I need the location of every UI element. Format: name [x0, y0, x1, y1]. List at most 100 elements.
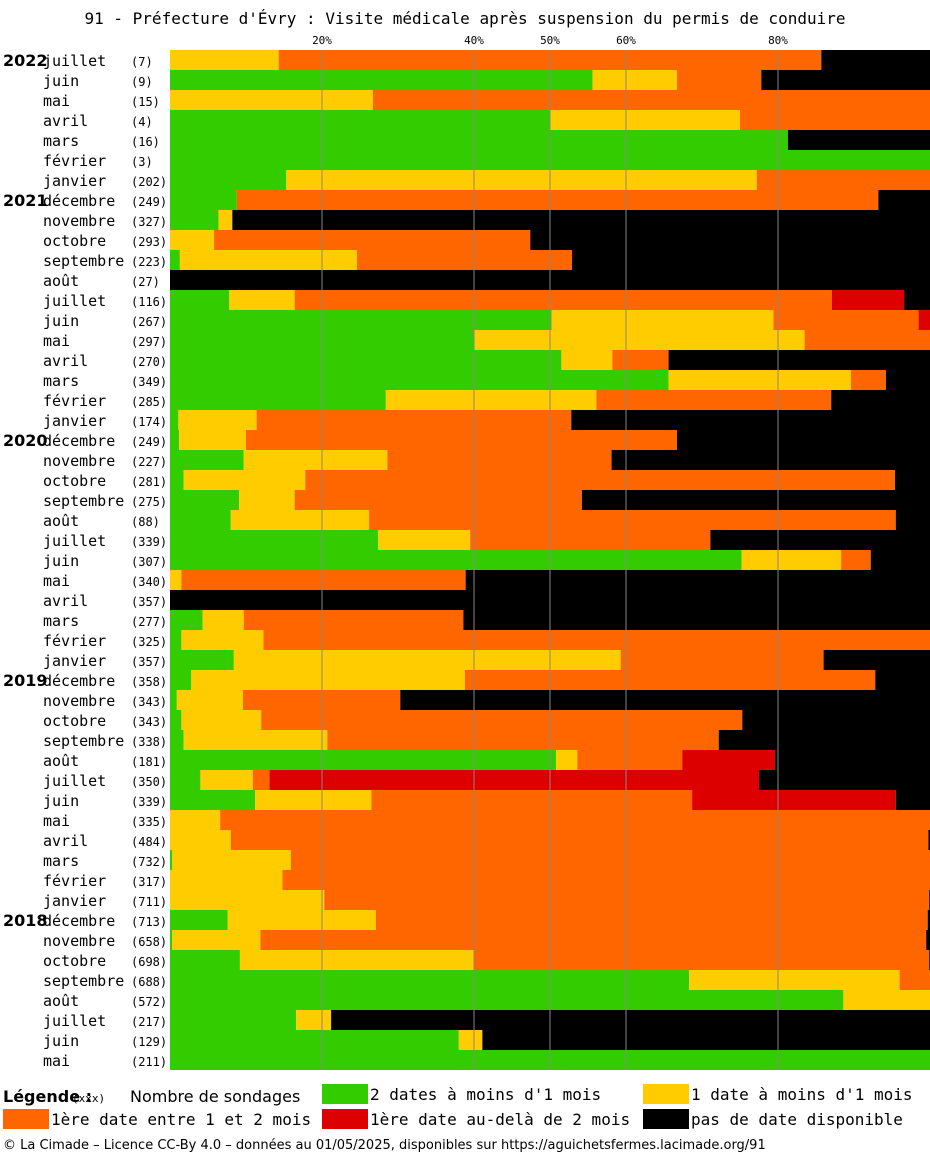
month-label: mai	[43, 572, 70, 590]
count-label: (358)	[131, 675, 167, 689]
bar-segment-orange	[230, 830, 929, 850]
month-label: septembre	[43, 732, 124, 750]
count-label: (181)	[131, 755, 167, 769]
month-label: juillet	[43, 772, 106, 790]
bar-segment-black	[482, 1030, 930, 1050]
month-label: août	[43, 992, 79, 1010]
bar-segment-black	[895, 470, 930, 490]
count-label: (227)	[131, 455, 167, 469]
bar-segment-yellow	[181, 710, 262, 730]
month-label: octobre	[43, 712, 106, 730]
bar-segment-yellow	[230, 510, 370, 530]
bar-segment-orange	[327, 730, 719, 750]
month-label: février	[43, 632, 106, 650]
bar-segment-green	[170, 770, 201, 790]
bar-segment-orange	[387, 450, 612, 470]
bar-segment-black	[718, 730, 930, 750]
bar-segment-orange	[243, 610, 464, 630]
month-label: avril	[43, 112, 88, 130]
bar-segment-orange	[850, 370, 886, 390]
month-label: septembre	[43, 252, 124, 270]
month-label: septembre	[43, 492, 124, 510]
count-label: (267)	[131, 315, 167, 329]
bar-segment-yellow	[239, 490, 295, 510]
bar-segment-yellow	[741, 550, 842, 570]
bar-segment-green	[170, 370, 669, 390]
bar-segment-green	[170, 130, 788, 150]
bar-segment-yellow	[218, 210, 233, 230]
bar-segment-green	[170, 250, 180, 270]
count-label: (340)	[131, 575, 167, 589]
bar-segment-yellow	[172, 850, 291, 870]
legend-title: Légende :	[3, 1087, 93, 1106]
bar-segment-black	[742, 710, 930, 730]
month-label: avril	[43, 352, 88, 370]
bar-segment-orange	[305, 470, 896, 490]
count-label: (4)	[131, 115, 153, 129]
x-tick-label: 40%	[464, 34, 484, 47]
bar-segment-yellow	[550, 110, 740, 130]
count-label: (88)	[131, 515, 160, 529]
bar-segment-green	[170, 490, 240, 510]
bar-segment-black	[831, 390, 930, 410]
month-label: novembre	[43, 452, 115, 470]
bar-segment-black	[611, 450, 930, 470]
count-label: (335)	[131, 815, 167, 829]
bar-segment-orange	[261, 710, 743, 730]
bar-segment-orange	[356, 250, 573, 270]
count-label: (350)	[131, 775, 167, 789]
bar-segment-orange	[260, 930, 927, 950]
count-label: (27)	[131, 275, 160, 289]
count-label: (349)	[131, 375, 167, 389]
bar-segment-orange	[841, 550, 871, 570]
bar-segment-green	[170, 410, 179, 430]
bar-segment-orange	[294, 290, 832, 310]
bar-segment-yellow	[843, 990, 930, 1010]
count-label: (277)	[131, 615, 167, 629]
bar-segment-green	[170, 210, 219, 230]
month-label: janvier	[43, 412, 106, 430]
bar-segment-yellow	[176, 690, 243, 710]
bar-segment-yellow	[200, 770, 253, 790]
bar-segment-orange	[464, 670, 876, 690]
count-label: (3)	[131, 155, 153, 169]
bar-segment-orange	[256, 410, 572, 430]
count-label: (9)	[131, 75, 153, 89]
bar-segment-black	[823, 650, 930, 670]
legend-swatch-red	[322, 1109, 368, 1129]
count-label: (325)	[131, 635, 167, 649]
count-label: (343)	[131, 695, 167, 709]
bar-segment-yellow	[170, 890, 325, 910]
month-label: juillet	[43, 52, 106, 70]
footer-credits: © La Cimade – Licence CC-By 4.0 – donnée…	[3, 1138, 766, 1153]
legend-swatch-orange	[3, 1109, 49, 1129]
month-label: septembre	[43, 972, 124, 990]
bar-segment-black	[885, 370, 930, 390]
year-label: 2018	[3, 911, 48, 930]
month-label: février	[43, 152, 106, 170]
count-label: (15)	[131, 95, 160, 109]
count-label: (297)	[131, 335, 167, 349]
count-label: (339)	[131, 535, 167, 549]
legend-label-green: 2 dates à moins d'1 mois	[370, 1085, 602, 1104]
bar-segment-yellow	[178, 410, 257, 430]
month-label: avril	[43, 832, 88, 850]
bar-segment-red	[269, 770, 759, 790]
bar-segment-black	[928, 830, 930, 850]
bar-segment-green	[170, 530, 379, 550]
bar-segment-red	[682, 750, 775, 770]
bar-segment-black	[895, 790, 930, 810]
bar-segment-black	[676, 430, 930, 450]
count-label: (713)	[131, 915, 167, 929]
bar-segment-red	[692, 790, 896, 810]
bar-segment-yellow	[170, 810, 221, 830]
month-label: décembre	[43, 432, 115, 450]
bar-segment-orange	[252, 770, 270, 790]
bar-segment-orange	[375, 910, 928, 930]
bar-segment-green	[170, 650, 234, 670]
month-label: mars	[43, 852, 79, 870]
bar-segment-orange	[474, 950, 930, 970]
bar-segment-black	[463, 610, 930, 630]
bar-segment-orange	[676, 70, 762, 90]
